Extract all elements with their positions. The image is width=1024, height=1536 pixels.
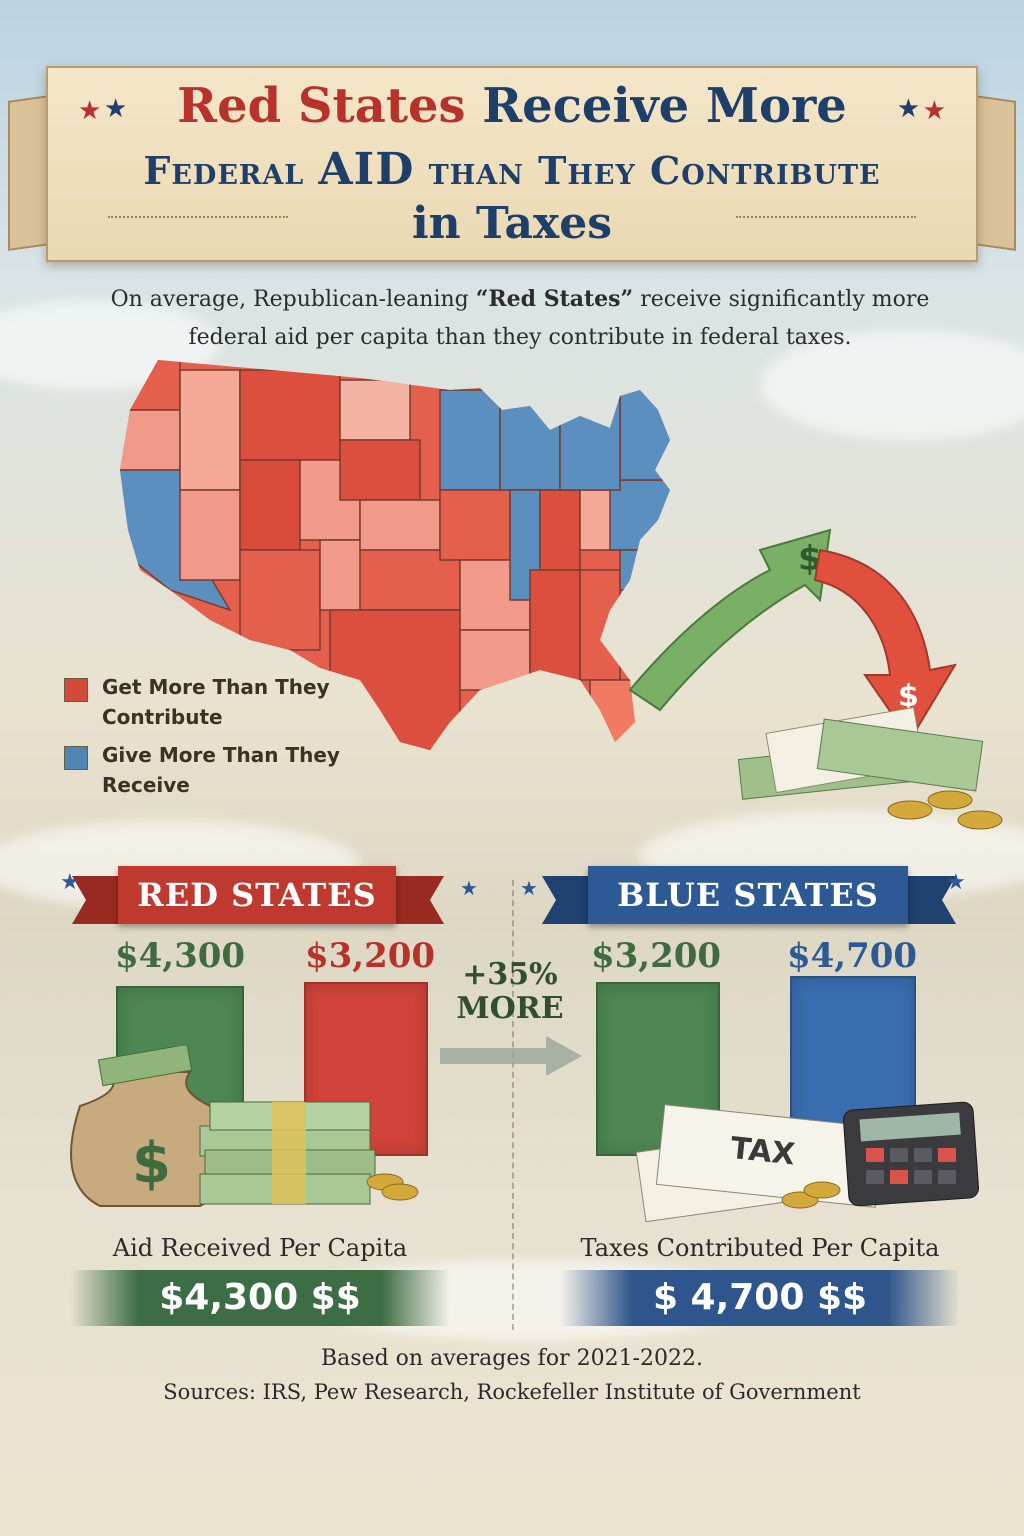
banner-tail: [72, 876, 120, 924]
title-in-taxes: in Taxes: [411, 198, 613, 249]
red-bar2-value: $3,200: [304, 936, 436, 976]
tax-form-label: TAX: [729, 1131, 797, 1173]
arrow-down-dollar: $: [898, 679, 919, 714]
blue-bar2-value: $4,700: [786, 936, 918, 976]
red-caption: Aid Received Per Capita: [112, 1234, 408, 1262]
arrow-down-icon: [813, 548, 958, 742]
legend-blue-label: Give More Than They Receive: [102, 743, 340, 797]
tax-papers-illustration: TAX: [635, 1101, 980, 1223]
star-icon: ★: [922, 96, 946, 126]
title-aid: AID: [318, 144, 415, 195]
blue-bar1-value: $3,200: [590, 936, 722, 976]
title-red-states: Red States: [177, 78, 466, 134]
red-value-band: $4,300 $$: [70, 1270, 450, 1326]
page-title: Red States Receive More: [48, 78, 976, 134]
banner-tail: [542, 876, 590, 924]
blue-value-band: $ 4,700 $$: [560, 1270, 960, 1326]
banner-tail: [908, 876, 956, 924]
cloud: [760, 330, 1024, 440]
comparison-arrow-icon: [440, 1036, 582, 1076]
star-icon: ★: [460, 876, 478, 900]
comparison-percent: +35%: [462, 957, 558, 992]
footnote-sources: Sources: IRS, Pew Research, Rockefeller …: [163, 1380, 861, 1404]
subtitle-prefix: On average, Republican-leaning: [110, 287, 476, 312]
subtitle-emphasis: “Red States”: [475, 286, 634, 312]
title-receive-more: Receive More: [482, 78, 847, 134]
money-bag-dollar: $: [132, 1131, 171, 1196]
title-line-2: Federal AID than They Contribute: [48, 144, 976, 195]
title-federal: Federal: [143, 148, 305, 193]
red-states-banner: RED STATES: [118, 866, 396, 924]
divider: [108, 216, 288, 218]
blue-caption: Taxes Contributed Per Capita: [580, 1234, 940, 1262]
comparison-label: +35% MORE: [440, 958, 580, 1026]
money-bag-illustration: $: [70, 1046, 419, 1207]
subtitle-suffix: receive significantly more federal aid p…: [188, 287, 930, 350]
cash-stack-icon: [199, 1101, 376, 1205]
title-contribute: than They Contribute: [428, 148, 881, 193]
star-icon: ★: [946, 870, 966, 895]
money-flow-illustration: $ $: [628, 528, 1003, 830]
section-divider: [512, 880, 514, 1330]
star-icon: ★: [520, 876, 538, 900]
comparison-word: MORE: [456, 991, 564, 1026]
star-icon: ★: [60, 870, 80, 895]
footnote-period: Based on averages for 2021-2022.: [321, 1346, 703, 1371]
blue-states-banner: BLUE STATES: [588, 866, 908, 924]
red-bar1-value: $4,300: [114, 936, 246, 976]
calculator-icon: [842, 1101, 980, 1207]
title-banner: ★ ★ ★ ★ Red States Receive More Federal …: [46, 66, 978, 262]
subtitle: On average, Republican-leaning “Red Stat…: [90, 280, 950, 357]
divider: [736, 216, 916, 218]
star-icon: ★: [78, 96, 102, 126]
banner-tail: [396, 876, 444, 924]
money-pile-icon: [737, 706, 1003, 830]
star-icon: ★: [896, 94, 920, 124]
legend-red-swatch: [64, 678, 88, 702]
star-icon: ★: [104, 94, 128, 124]
arrow-up-dollar: $: [798, 539, 822, 579]
legend-red-label: Get More Than They Contribute: [102, 675, 330, 729]
legend-blue-swatch: [64, 746, 88, 770]
